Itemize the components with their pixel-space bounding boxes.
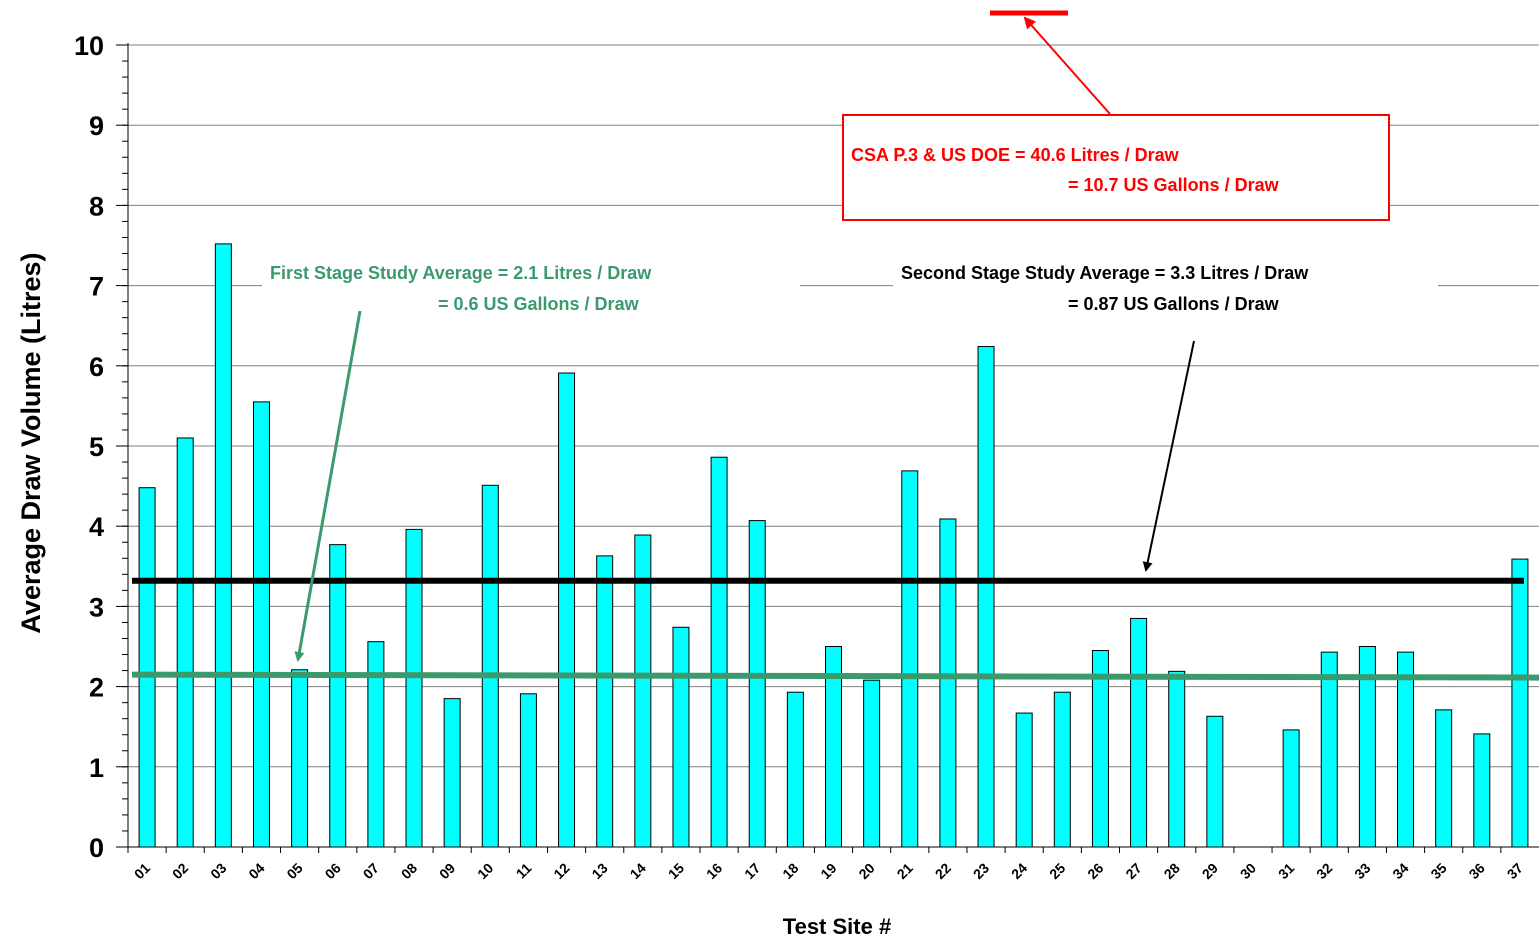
first-stage-label-line2: = 0.6 US Gallons / Draw: [438, 294, 640, 314]
bar-site-22: [940, 519, 956, 847]
x-axis-label: Test Site #: [783, 914, 891, 939]
x-tick-label: 24: [1008, 860, 1030, 882]
x-tick-label: 27: [1122, 860, 1144, 882]
y-tick-label: 7: [89, 272, 104, 302]
x-tick-label: 04: [245, 860, 267, 882]
y-tick-label: 6: [89, 352, 104, 382]
bar-site-03: [215, 244, 231, 847]
x-tick-label: 07: [360, 860, 382, 882]
bar-site-32: [1321, 652, 1337, 847]
x-tick-label: 36: [1466, 860, 1488, 882]
y-tick-label: 1: [89, 753, 104, 783]
x-tick-label: 05: [283, 860, 305, 882]
x-tick-label: 12: [550, 860, 572, 882]
bar-site-21: [902, 471, 918, 847]
csa-annotation-box: [843, 115, 1389, 220]
x-tick-label: 28: [1161, 860, 1183, 882]
csa-arrow: [1025, 18, 1110, 114]
x-tick-label: 19: [817, 860, 839, 882]
bar-site-18: [787, 692, 803, 847]
y-tick-label: 3: [89, 592, 104, 622]
bar-site-20: [864, 680, 880, 847]
bar-site-06: [330, 545, 346, 847]
x-tick-label: 10: [474, 860, 496, 882]
bar-site-01: [139, 488, 155, 847]
y-tick-labels: 0 1 2 3 4 5 6 7 8 9 10: [74, 31, 104, 863]
bar-site-26: [1092, 651, 1108, 847]
x-tick-label: 29: [1199, 860, 1221, 882]
y-tick-label: 8: [89, 191, 104, 221]
y-tick-label: 0: [89, 833, 104, 863]
bar-site-31: [1283, 730, 1299, 847]
x-tick-label: 25: [1046, 860, 1068, 882]
x-tick-label: 03: [207, 860, 229, 882]
bar-site-35: [1436, 710, 1452, 847]
csa-label-line2: = 10.7 US Gallons / Draw: [1068, 175, 1280, 195]
x-tick-label: 37: [1504, 860, 1526, 882]
bar-site-10: [482, 485, 498, 847]
x-tick-label: 23: [970, 860, 992, 882]
first-stage-arrow: [298, 311, 360, 660]
x-tick-label: 01: [131, 860, 153, 882]
first-stage-average-line: [132, 675, 1539, 678]
bar-site-23: [978, 347, 994, 847]
x-tick-label: 22: [932, 860, 954, 882]
x-tick-label: 14: [627, 860, 649, 882]
x-tick-label: 17: [741, 860, 763, 882]
y-tick-label: 10: [74, 31, 104, 61]
bars: [139, 244, 1528, 847]
x-tick-label: 09: [436, 860, 458, 882]
bar-site-08: [406, 529, 422, 847]
x-tick-label: 16: [703, 860, 725, 882]
bar-site-04: [253, 402, 269, 847]
bar-site-09: [444, 699, 460, 847]
x-tick-label: 33: [1351, 860, 1373, 882]
x-tick-label: 35: [1427, 860, 1449, 882]
x-tick-label: 13: [588, 860, 610, 882]
x-tick-label: 32: [1313, 860, 1335, 882]
second-stage-arrow: [1146, 341, 1194, 570]
x-tick-label: 11: [513, 860, 535, 882]
bar-site-28: [1169, 671, 1185, 847]
second-stage-label-line1: Second Stage Study Average = 3.3 Litres …: [901, 263, 1309, 283]
y-tick-label: 2: [89, 673, 104, 703]
bar-site-34: [1398, 652, 1414, 847]
bar-site-13: [597, 556, 613, 847]
x-tick-label: 02: [169, 860, 191, 882]
x-tick-label: 34: [1389, 860, 1411, 882]
bar-site-25: [1054, 692, 1070, 847]
x-tick-label: 06: [322, 860, 344, 882]
x-tick-label: 18: [779, 860, 801, 882]
bar-site-05: [292, 670, 308, 847]
second-stage-label-line2: = 0.87 US Gallons / Draw: [1068, 294, 1280, 314]
x-tick-labels: 01 02 03 04 05 06 07 08 09 10 11 12 13 14 15 16 17 18 19 20…: [131, 860, 1526, 882]
x-tick-label: 30: [1237, 860, 1259, 882]
y-tick-label: 5: [89, 432, 104, 462]
y-tick-label: 9: [89, 111, 104, 141]
bar-site-36: [1474, 734, 1490, 847]
bar-site-11: [520, 694, 536, 847]
first-stage-label-line1: First Stage Study Average = 2.1 Litres /…: [270, 263, 652, 283]
x-tick-label: 20: [855, 860, 877, 882]
x-tick-label: 31: [1275, 860, 1297, 882]
x-tick-label: 26: [1084, 860, 1106, 882]
bar-site-24: [1016, 713, 1032, 847]
y-tick-label: 4: [89, 512, 104, 542]
bar-site-37: [1512, 559, 1528, 847]
bar-site-17: [749, 521, 765, 847]
bar-site-02: [177, 438, 193, 847]
x-tick-label: 08: [398, 860, 420, 882]
y-axis-label: Average Draw Volume (Litres): [16, 252, 46, 633]
x-tick-label: 21: [894, 860, 916, 882]
bar-site-15: [673, 627, 689, 847]
bar-site-16: [711, 457, 727, 847]
bar-site-29: [1207, 716, 1223, 847]
bar-site-27: [1131, 618, 1147, 847]
x-tick-label: 15: [665, 860, 687, 882]
bar-site-12: [559, 373, 575, 847]
csa-label-line1: CSA P.3 & US DOE = 40.6 Litres / Draw: [851, 145, 1180, 165]
